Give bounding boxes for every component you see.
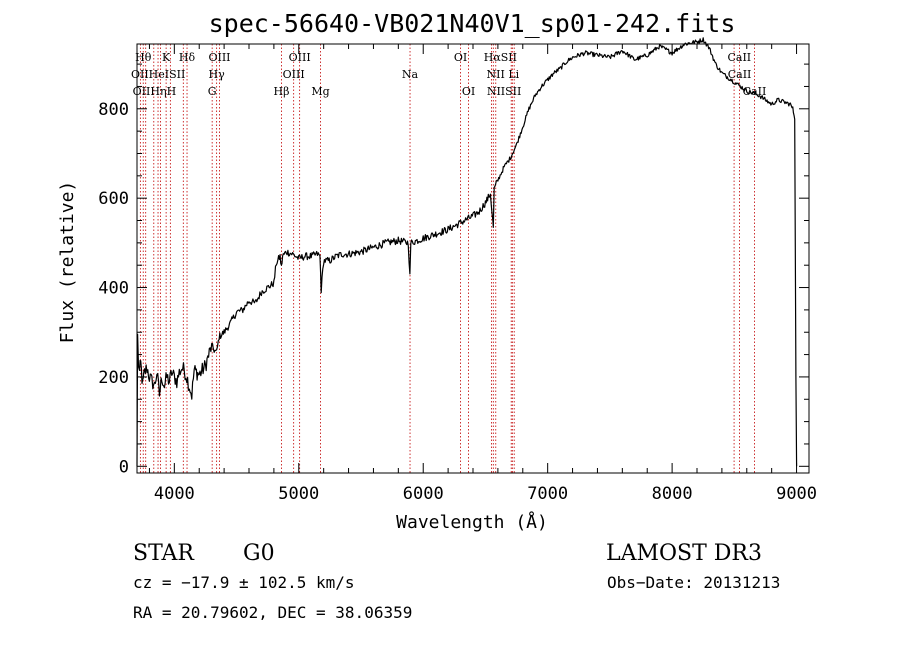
observation-date: Obs−Date: 20131213 [607, 573, 780, 592]
x-tick-label-1: 5000 [278, 484, 319, 504]
line-label-r0-6: HαSII [484, 51, 517, 64]
spectrum-series [136, 37, 798, 467]
y-tick-label-2: 400 [98, 279, 129, 299]
line-label-r1-3: Na [402, 68, 419, 81]
line-label-r1-5: CaII [728, 68, 752, 81]
x-tick-label-5: 9000 [776, 484, 817, 504]
line-label-r2-5: NIISII [487, 85, 522, 98]
coordinates: RA = 20.79602, DEC = 38.06359 [133, 603, 412, 622]
line-label-r2-6: CaII [743, 85, 767, 98]
line-label-r0-2: Hδ [179, 51, 196, 64]
x-axis-label: Wavelength (Å) [396, 511, 548, 533]
line-label-r0-5: OI [454, 51, 467, 64]
line-label-r1-0: OIIHeISII [131, 68, 185, 81]
emission-lines [139, 44, 755, 473]
emission-line-labels: Hθ K Hδ OIII OIII OI HαSII CaII OIIHeISII Hγ OIII N… [131, 51, 766, 98]
object-subclass: G0 [243, 541, 275, 566]
x-tick-label-0: 4000 [154, 484, 195, 504]
spectrum-line [136, 37, 798, 467]
line-label-r0-1: K [162, 51, 171, 64]
y-axis-label: Flux (relative) [57, 181, 78, 344]
redshift-cz: cz = −17.9 ± 102.5 km/s [133, 573, 355, 592]
plot-frame [136, 43, 810, 474]
line-label-r0-7: CaII [727, 51, 751, 64]
line-label-r2-1: G [208, 85, 217, 98]
line-label-r2-0: OIIHηH [133, 85, 176, 98]
axis-ticks: 4000 5000 6000 7000 8000 9000 0 200 400 600 800 [98, 44, 817, 504]
line-label-r2-2: Hβ [274, 85, 290, 98]
line-label-r1-4: NII Li [487, 68, 520, 81]
line-label-r2-4: OI [462, 85, 475, 98]
line-label-r0-3: OIII [208, 51, 230, 64]
x-tick-label-3: 7000 [527, 484, 568, 504]
y-tick-label-0: 0 [119, 457, 129, 477]
line-label-r2-3: Mg [311, 85, 329, 98]
line-label-r0-0: Hθ [135, 51, 152, 64]
y-tick-label-3: 600 [98, 189, 129, 209]
y-tick-label-4: 800 [98, 100, 129, 120]
object-class: STAR [133, 541, 195, 566]
survey-name: LAMOST DR3 [606, 541, 762, 566]
chart-title: spec-56640-VB021N40V1_sp01-242.fits [209, 9, 736, 38]
x-tick-label-2: 6000 [403, 484, 444, 504]
line-label-r1-1: Hγ [209, 68, 226, 81]
x-tick-label-4: 8000 [652, 484, 693, 504]
line-label-r1-2: OIII [283, 68, 305, 81]
line-label-r0-4: OIII [289, 51, 311, 64]
y-tick-label-1: 200 [98, 368, 129, 388]
